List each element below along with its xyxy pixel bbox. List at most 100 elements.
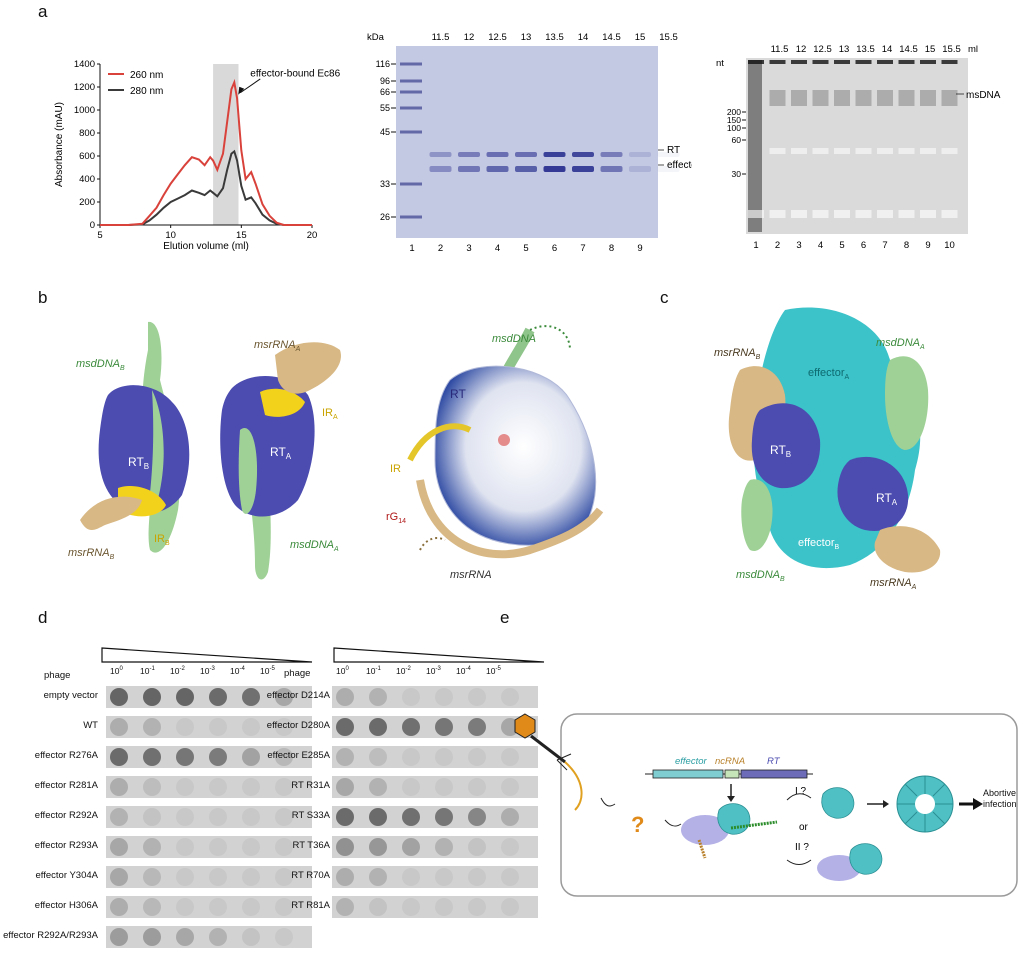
plaque-row: RT R31A (248, 776, 538, 800)
lane-number: 8 (904, 240, 909, 251)
well (941, 60, 958, 64)
plaque-spot (435, 808, 453, 826)
phage-label-left: phage (44, 670, 71, 681)
x-tick-label: 10 (165, 230, 176, 241)
dye-front (941, 210, 958, 218)
plate-strip (332, 776, 538, 798)
cell-outline (560, 713, 1018, 897)
label-c-rt-b: RTB (770, 443, 791, 459)
y-tick-label: 800 (79, 128, 95, 139)
fraction-label: 11.5 (432, 32, 450, 43)
fraction-label: 12.5 (813, 44, 832, 55)
effector-gene (652, 769, 724, 779)
label-ir-b: IRB (154, 533, 170, 547)
row-label: effector R292A/R293A (3, 930, 98, 941)
plaque-spot (176, 838, 194, 856)
plaque-spot (110, 928, 128, 946)
plaque-spot (369, 778, 387, 796)
arrowhead-operon-down (727, 796, 735, 802)
lane-number: 6 (552, 243, 557, 254)
msdna-band (877, 90, 893, 106)
dilution-header-right: 100 10-1 10-2 10-3 10-4 10-5 (334, 666, 544, 682)
plaque-spot (336, 808, 354, 826)
lane-number: 5 (839, 240, 844, 251)
label-c-msrrna-a: msrRNAA (870, 577, 917, 591)
legend-label: 260 nm (130, 70, 163, 81)
plaque-spot (143, 778, 161, 796)
msdna-band (855, 90, 872, 106)
msdna-band (898, 90, 915, 106)
row-label: RT S33A (291, 810, 330, 821)
plaque-spot (501, 808, 519, 826)
dilution-label: 10-5 (260, 666, 275, 676)
y-tick-label: 0 (90, 220, 95, 231)
dilution-label: 10-4 (456, 666, 471, 676)
plaque-spot (402, 748, 420, 766)
dye-front (920, 210, 936, 218)
msrrna-a-density-c (874, 526, 941, 573)
plaque-spot (176, 898, 194, 916)
msddna-loop (529, 325, 571, 351)
row-label: effector R292A (34, 810, 98, 821)
plaque-spot (209, 898, 227, 916)
plaque-spot (242, 688, 260, 706)
gel2-nt-label: nt (716, 58, 724, 69)
plaque-spot (501, 898, 519, 916)
ladder-band (400, 106, 422, 110)
label-msddna-a: msdDNAA (290, 539, 339, 553)
label-c-effector-b: effectorB (798, 537, 840, 551)
msrrna-strand (697, 839, 707, 859)
lane-number: 5 (523, 243, 528, 254)
fraction-label: 12 (796, 44, 807, 55)
plaque-row: RT T36A (248, 836, 538, 860)
plate-strip (332, 746, 538, 768)
plaque-spot (402, 688, 420, 706)
urea-gel-panel: 11.5 12 12.5 13 13.5 14 14.5 15 15.5 ml nt 200 150… (708, 40, 1024, 260)
rt-blob (681, 815, 729, 845)
plaque-spot (435, 778, 453, 796)
fraction-label: 14.5 (602, 32, 621, 43)
ladder-lane (748, 60, 762, 232)
lane-number: 6 (861, 240, 866, 251)
label-msddna-b: msdDNAB (76, 358, 125, 372)
gel2-msdna-label: msDNA (966, 90, 1001, 101)
plaque-spot (110, 808, 128, 826)
fraction-label: 13.5 (856, 44, 875, 55)
plaque-spot (501, 778, 519, 796)
plaque-spot (176, 778, 194, 796)
plaque-spot (435, 718, 453, 736)
plate-strip (106, 686, 312, 708)
plaque-spot (336, 838, 354, 856)
urea-gel: 11.5 12 12.5 13 13.5 14 14.5 15 15.5 ml nt 200150… (716, 44, 1001, 251)
gene-label-ncrna: ncRNA (715, 756, 745, 767)
cryoem-map-complex: msrRNAB effectorA msdDNAA RTB RTA effect… (714, 307, 941, 591)
phage-label-right: phage (284, 668, 311, 679)
y-tick-label: 1200 (74, 82, 95, 93)
bright-band (941, 148, 958, 154)
lane-number: 4 (818, 240, 823, 251)
plaque-spot (242, 838, 260, 856)
abi-arrowhead (973, 798, 983, 810)
label-msrrna-b: msrRNAB (68, 547, 115, 561)
rt-band (515, 152, 537, 157)
plaque-spot (176, 718, 194, 736)
plate-strip (332, 686, 538, 708)
y-tick-label: 1000 (74, 105, 95, 116)
plaque-spot (435, 898, 453, 916)
plaque-row: effector R292A (0, 806, 330, 830)
plaque-spot (369, 808, 387, 826)
plaque-spot (275, 868, 293, 886)
fraction-label: 15 (635, 32, 646, 43)
electrostatic-surface: msdDNA RT IR rG14 msrRNA (386, 325, 604, 581)
plaque-spot (369, 868, 387, 886)
plaque-spot (336, 688, 354, 706)
plaque-spot (275, 838, 293, 856)
dilution-label: 10-1 (140, 666, 155, 676)
row-label: WT (83, 720, 98, 731)
plaque-spot (435, 838, 453, 856)
plaque-spot (242, 928, 260, 946)
effector-band (515, 166, 537, 172)
plaque-row: effector R276A (0, 746, 330, 770)
gel1-background (396, 46, 658, 238)
msdna-band (791, 90, 807, 106)
